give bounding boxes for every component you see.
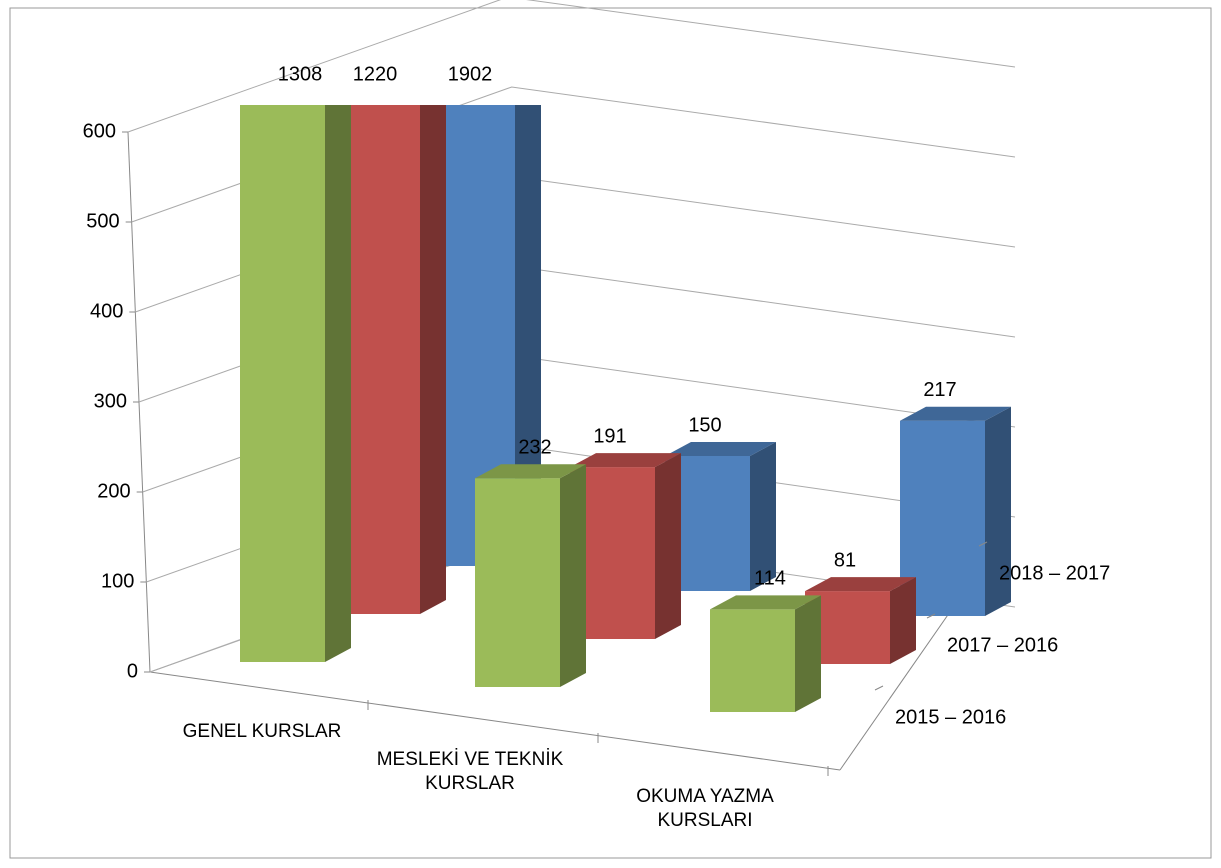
bar-top — [475, 464, 586, 479]
bar-side — [325, 105, 351, 662]
y-tick-label: 400 — [90, 300, 123, 322]
data-label: 1902 — [448, 63, 493, 85]
bar-front — [240, 105, 325, 662]
bar-top — [710, 595, 821, 610]
series-label: 2015 – 2016 — [895, 706, 1006, 728]
y-tick-label: 500 — [86, 210, 119, 232]
bar — [900, 406, 1011, 616]
y-tick-label: 600 — [83, 120, 116, 142]
y-tick-label: 0 — [127, 660, 138, 682]
bar-side — [655, 453, 681, 639]
bar-side — [750, 442, 776, 591]
data-label: 1220 — [353, 63, 398, 85]
bar-front — [475, 478, 560, 687]
depth-tick — [978, 541, 988, 547]
bar-top — [805, 577, 916, 592]
bar-side — [890, 577, 916, 664]
y-tick-label: 300 — [94, 390, 127, 412]
data-label: 1308 — [278, 63, 323, 85]
bar — [570, 453, 681, 639]
data-label: 150 — [688, 414, 721, 436]
x-tick-label: OKUMA YAZMA KURSLARI — [636, 786, 774, 831]
y-tick-label: 200 — [97, 480, 130, 502]
data-label: 232 — [518, 436, 551, 458]
bar-side — [515, 105, 541, 566]
bar-front — [710, 609, 795, 712]
x-tick-label: MESLEKİ VE TEKNİK KURSLAR — [376, 749, 564, 794]
y-tick-label: 100 — [101, 570, 134, 592]
bar-side — [985, 406, 1011, 616]
bar-top — [665, 442, 776, 456]
bar — [240, 105, 351, 662]
bar — [710, 595, 821, 712]
floor-edge — [149, 671, 841, 771]
bar — [805, 577, 916, 664]
bar — [475, 464, 586, 687]
bar-side — [560, 464, 586, 687]
data-label: 191 — [593, 425, 626, 447]
grid-line — [127, 0, 1016, 133]
data-label: 217 — [923, 379, 956, 401]
bars — [240, 105, 1011, 712]
bar-top — [900, 406, 1011, 421]
bar-side — [795, 595, 821, 712]
series-label: 2018 – 2017 — [999, 562, 1110, 584]
depth-tick — [874, 685, 884, 691]
bar-top — [570, 453, 681, 468]
depth-tick — [926, 613, 936, 619]
series-label: 2017 – 2016 — [947, 634, 1058, 656]
labels: 0 100 200 300 400 500 600 1902 150 217 2018 – 2017… — [83, 63, 1111, 728]
data-label: 114 — [754, 568, 786, 590]
bar-side — [420, 105, 446, 614]
x-tick-label: GENEL KURSLAR — [182, 721, 342, 742]
data-label: 81 — [834, 549, 856, 571]
